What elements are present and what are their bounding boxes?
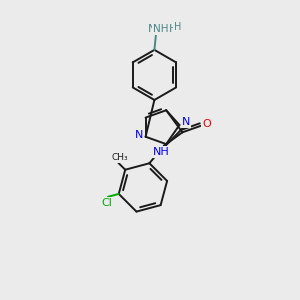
- Text: Cl: Cl: [102, 198, 113, 208]
- Text: NH: NH: [148, 24, 164, 34]
- Text: NH: NH: [153, 147, 169, 157]
- Text: CH₃: CH₃: [111, 153, 128, 162]
- Text: O: O: [202, 119, 211, 129]
- Text: N: N: [182, 117, 190, 127]
- Text: H: H: [169, 24, 177, 34]
- Text: H: H: [174, 22, 181, 32]
- Text: N: N: [135, 130, 143, 140]
- Text: NH: NH: [153, 24, 169, 34]
